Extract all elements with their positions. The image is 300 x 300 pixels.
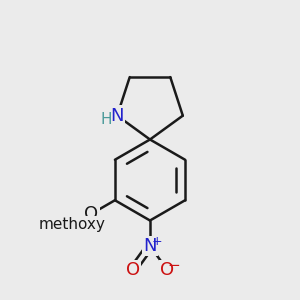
Text: O: O: [85, 205, 99, 223]
Text: N: N: [110, 107, 124, 125]
Text: +: +: [151, 235, 162, 248]
Text: H: H: [100, 112, 112, 127]
Text: methoxy: methoxy: [39, 218, 106, 232]
Text: −: −: [168, 258, 180, 273]
Text: O: O: [125, 261, 140, 279]
Text: N: N: [143, 237, 157, 255]
Text: O: O: [160, 261, 175, 279]
